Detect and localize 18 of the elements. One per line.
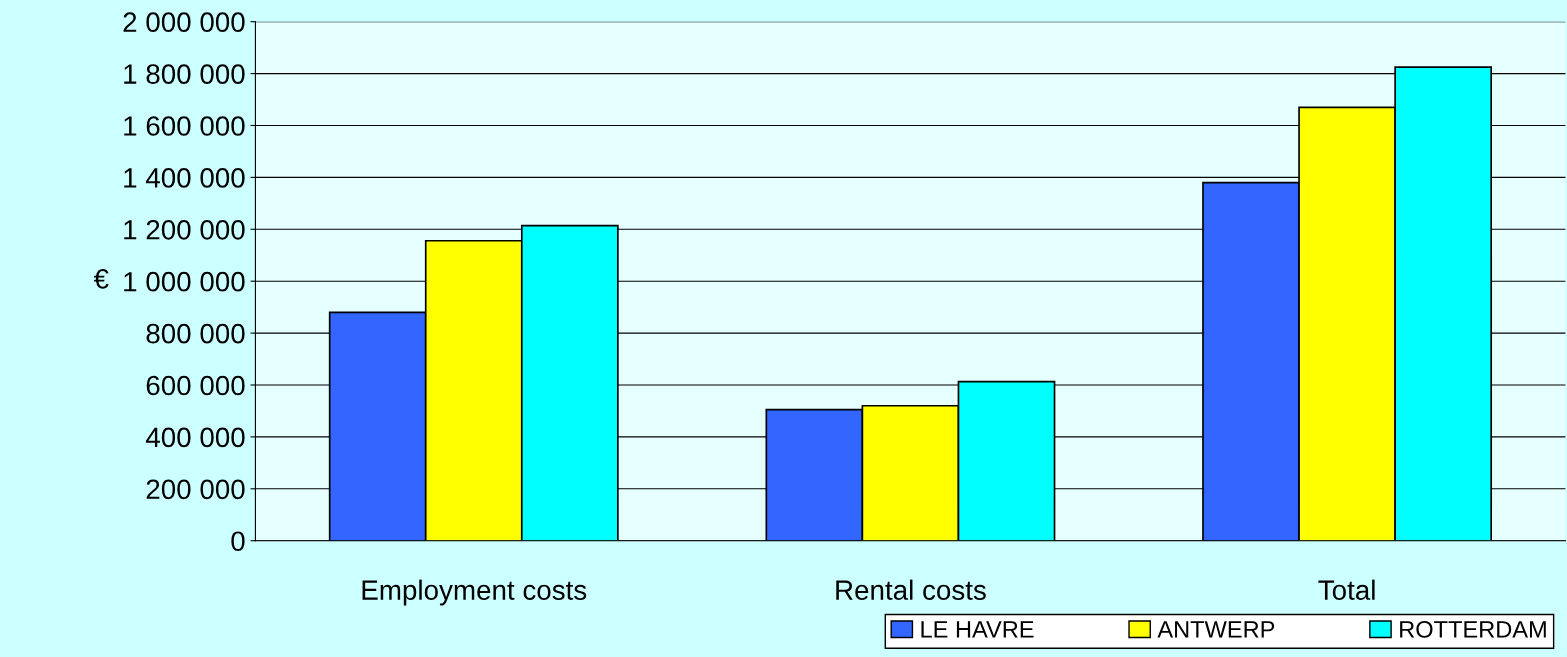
y-tick-label: 200 000 — [146, 479, 245, 500]
legend-label: LE HAVRE — [921, 621, 1034, 638]
legend-label: ANTWERP — [1157, 621, 1275, 638]
x-tick-label: Total — [1318, 579, 1375, 600]
y-tick-label: 1 800 000 — [124, 64, 245, 84]
x-tick-label: Employment costs — [362, 579, 587, 606]
legend-label: ROTTERDAM — [1400, 620, 1546, 638]
y-tick-label: 1 600 000 — [124, 116, 245, 136]
y-tick-label: 800 000 — [146, 323, 245, 344]
y-tick-label: 0 — [231, 531, 245, 552]
y-tick-label: 1 400 000 — [124, 168, 245, 188]
y-axis-title: € — [93, 268, 109, 289]
y-tick-label: 600 000 — [146, 375, 245, 396]
x-tick-label: Rental costs — [836, 579, 986, 600]
y-tick-label: 2 000 000 — [123, 12, 245, 33]
y-tick-label: 1 200 000 — [124, 219, 245, 240]
y-tick-label: 1 000 000 — [124, 271, 245, 292]
y-tick-label: 400 000 — [145, 427, 245, 448]
